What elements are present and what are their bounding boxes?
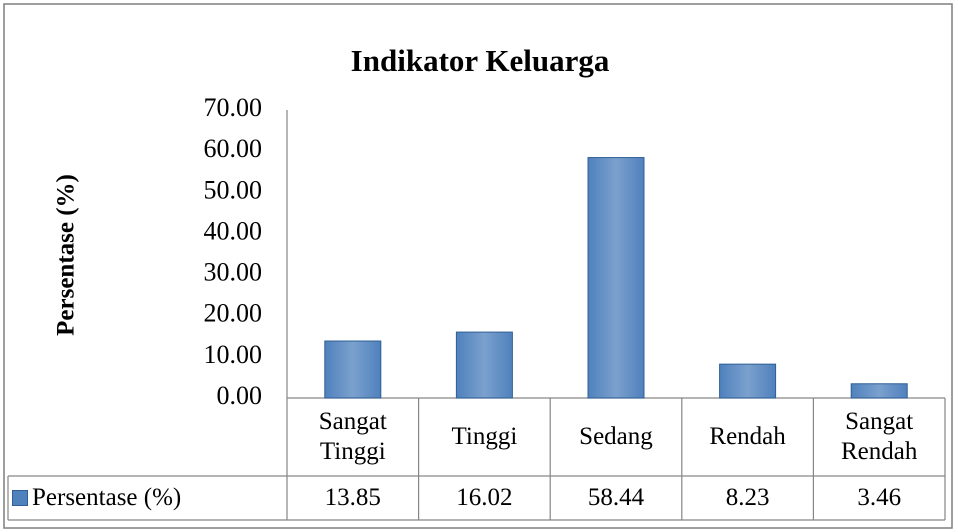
table-value: 16.02 — [456, 484, 513, 511]
y-tick-label: 40.00 — [204, 216, 263, 245]
x-tick-label: Sangat Tinggi — [318, 408, 387, 465]
x-tick-label: Sangat Rendah — [841, 408, 918, 465]
legend-label: Persentase (%) — [32, 484, 182, 511]
bar — [455, 331, 513, 399]
y-tick-label: 60.00 — [204, 134, 263, 163]
chart-title: Indikator Keluarga — [351, 43, 610, 78]
y-tick-label: 50.00 — [204, 175, 263, 204]
bar — [850, 383, 908, 399]
y-tick-label: 0.00 — [217, 381, 263, 410]
y-tick-label: 20.00 — [204, 299, 263, 328]
table-value: 3.46 — [857, 484, 902, 511]
bar — [324, 340, 382, 399]
legend-swatch — [12, 490, 28, 506]
y-tick-label: 30.00 — [204, 258, 263, 287]
x-tick-label: Sedang — [579, 423, 653, 450]
bar — [719, 363, 777, 399]
bar — [587, 157, 645, 399]
chart-border — [3, 3, 953, 529]
y-tick-label: 70.00 — [204, 93, 263, 122]
table-value: 58.44 — [587, 484, 645, 511]
y-tick-label: 10.00 — [204, 340, 263, 369]
x-tick-label: Rendah — [709, 423, 786, 450]
y-axis-label: Persentase (%) — [53, 174, 80, 336]
table-value: 8.23 — [725, 484, 770, 511]
legend-entry: Persentase (%) — [8, 476, 287, 520]
x-tick-label: Tinggi — [451, 423, 518, 450]
table-value: 13.85 — [324, 484, 381, 511]
